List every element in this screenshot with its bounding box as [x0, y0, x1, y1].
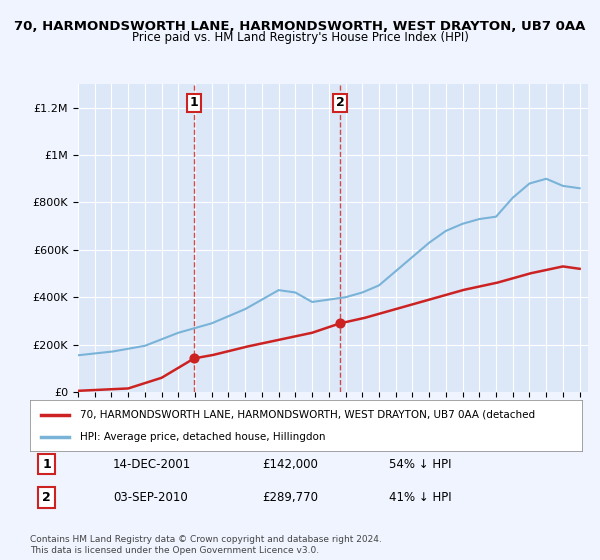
Text: Contains HM Land Registry data © Crown copyright and database right 2024.: Contains HM Land Registry data © Crown c… — [30, 535, 382, 544]
Text: 54% ↓ HPI: 54% ↓ HPI — [389, 458, 451, 470]
Text: Price paid vs. HM Land Registry's House Price Index (HPI): Price paid vs. HM Land Registry's House … — [131, 31, 469, 44]
Text: 70, HARMONDSWORTH LANE, HARMONDSWORTH, WEST DRAYTON, UB7 0AA (detached: 70, HARMONDSWORTH LANE, HARMONDSWORTH, W… — [80, 409, 535, 419]
Text: £142,000: £142,000 — [262, 458, 318, 470]
Text: This data is licensed under the Open Government Licence v3.0.: This data is licensed under the Open Gov… — [30, 546, 319, 555]
Text: 41% ↓ HPI: 41% ↓ HPI — [389, 491, 451, 504]
Text: 2: 2 — [42, 491, 51, 504]
Text: 1: 1 — [190, 96, 199, 109]
Text: £289,770: £289,770 — [262, 491, 318, 504]
Point — [190, 354, 199, 363]
Text: HPI: Average price, detached house, Hillingdon: HPI: Average price, detached house, Hill… — [80, 432, 325, 442]
Text: 14-DEC-2001: 14-DEC-2001 — [113, 458, 191, 470]
Point — [335, 319, 345, 328]
Text: 03-SEP-2010: 03-SEP-2010 — [113, 491, 188, 504]
Text: 1: 1 — [42, 458, 51, 470]
Text: 70, HARMONDSWORTH LANE, HARMONDSWORTH, WEST DRAYTON, UB7 0AA: 70, HARMONDSWORTH LANE, HARMONDSWORTH, W… — [14, 20, 586, 32]
Text: 2: 2 — [335, 96, 344, 109]
